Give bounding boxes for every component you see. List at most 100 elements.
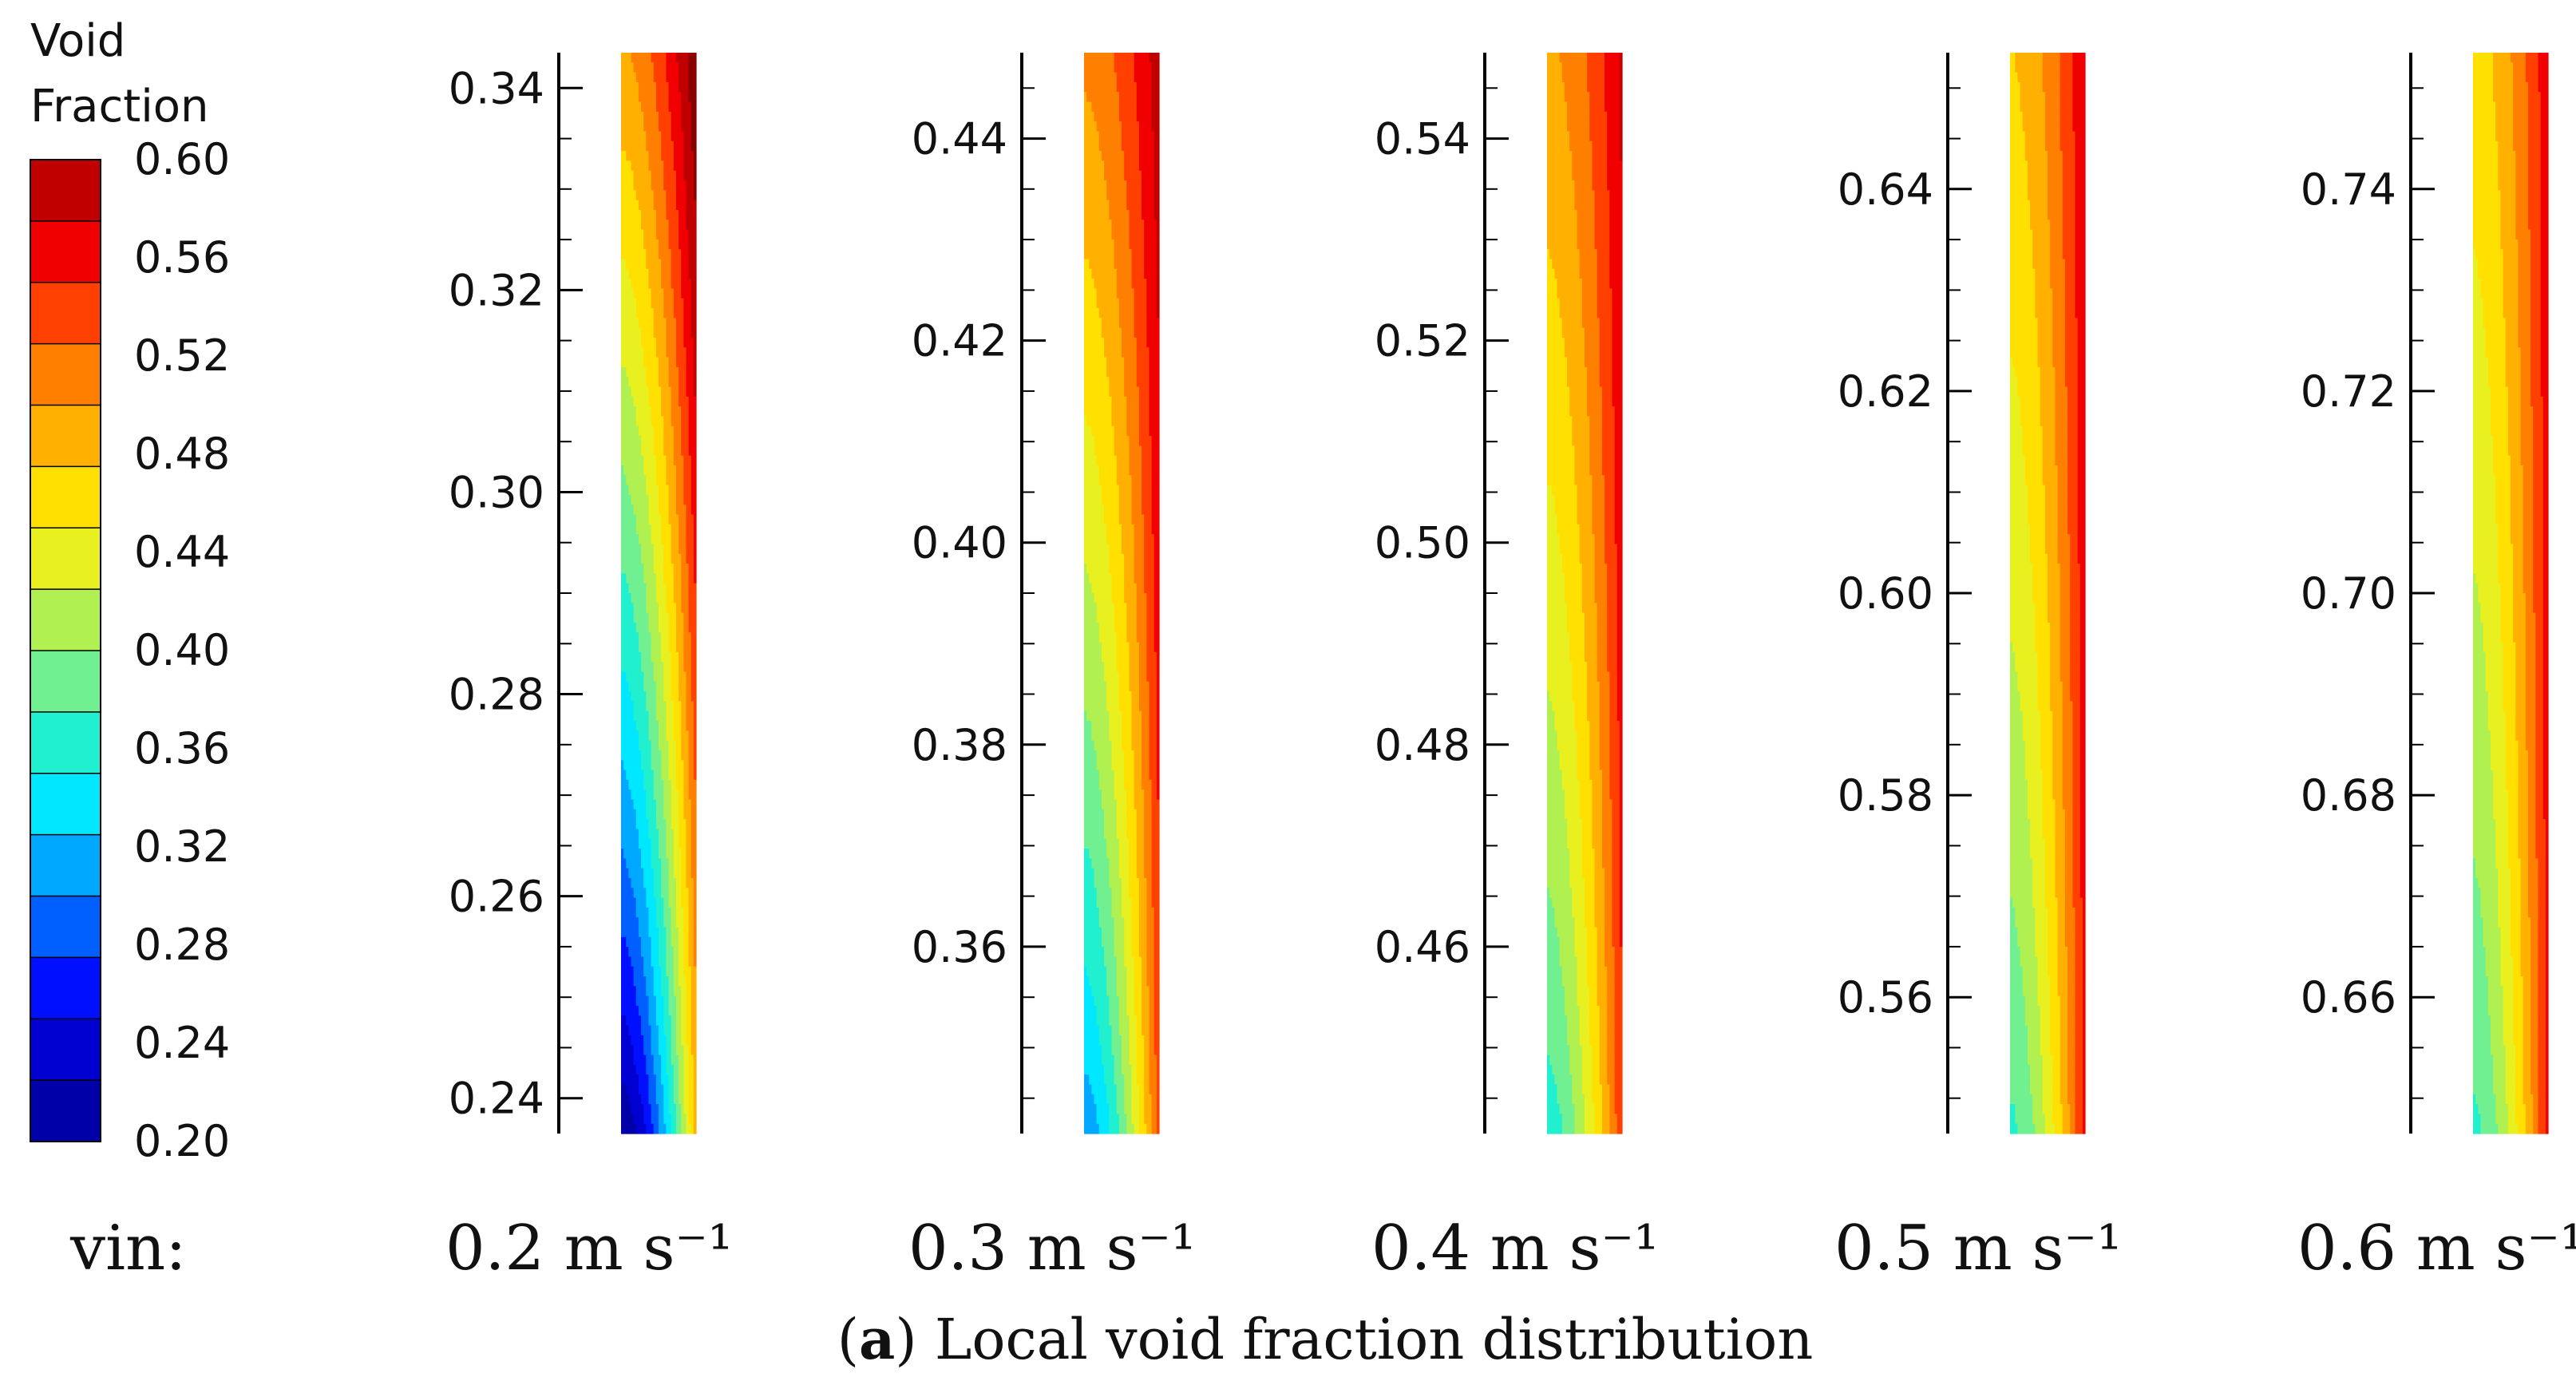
contour-cell — [1157, 269, 1160, 279]
contour-cell — [694, 976, 697, 987]
contour-cell — [694, 397, 697, 407]
contour-cell — [694, 387, 697, 398]
contour-cell — [694, 1084, 697, 1094]
y-tick-label: 0.28 — [449, 670, 544, 720]
contour-cell — [694, 416, 697, 426]
contour-cell — [694, 436, 697, 446]
contour-cell — [1157, 121, 1160, 132]
colorbar-band — [30, 651, 101, 712]
y-tick-label: 0.34 — [449, 63, 544, 113]
contour-cell — [694, 829, 697, 839]
contour-cell — [694, 789, 697, 800]
contour-cell — [694, 495, 697, 505]
contour-cell — [694, 643, 697, 653]
contour-cell — [694, 406, 697, 417]
contour-cell — [694, 819, 697, 829]
contour-cell — [1157, 131, 1160, 141]
contour-cell — [1157, 377, 1160, 387]
contour-cell — [1157, 554, 1160, 564]
contour-cell — [694, 1015, 697, 1026]
contour-cell — [1157, 288, 1160, 299]
contour-cell — [694, 220, 697, 230]
contour-cell — [1157, 328, 1160, 338]
y-tick-label: 0.30 — [449, 468, 544, 518]
contour-cell — [694, 799, 697, 809]
contour-cell — [1157, 475, 1160, 485]
contour-cell — [1157, 299, 1160, 309]
contour-cell — [694, 770, 697, 781]
contour-cell — [1157, 416, 1160, 426]
colorbar-band — [30, 221, 101, 283]
contour-cell — [694, 1114, 697, 1124]
contour-cell — [694, 299, 697, 309]
contour-cell — [694, 878, 697, 888]
contour-cell — [694, 269, 697, 279]
colorbar-band — [30, 344, 101, 406]
contour-cell — [694, 584, 697, 594]
contour-cell — [694, 456, 697, 466]
colorbar-tick-label: 0.24 — [134, 1018, 230, 1068]
contour-cell — [694, 358, 697, 368]
contour-cell — [694, 200, 697, 211]
contour-cell — [694, 151, 697, 161]
contour-cell — [1157, 515, 1160, 525]
contour-cell — [694, 171, 697, 181]
contour-cell — [694, 947, 697, 957]
colorbar-title: Void Fraction — [30, 15, 209, 133]
contour-cell — [694, 121, 697, 132]
contour-cell — [694, 554, 697, 564]
colorbar-title-line-1: Void — [30, 15, 125, 67]
contour-cell — [694, 1124, 697, 1134]
contour-cell — [694, 141, 697, 152]
contour-cell — [694, 750, 697, 761]
contour-panel: 0.240.260.280.300.320.340.2 m s⁻¹ — [445, 53, 733, 1284]
contour-cell — [1157, 151, 1160, 161]
colorbar-title-line-2: Fraction — [30, 81, 209, 133]
contour-cell — [694, 701, 697, 711]
contour-cell — [694, 898, 697, 908]
colorbar-band — [30, 957, 101, 1019]
contour-cell — [1157, 249, 1160, 259]
contour-cell — [694, 377, 697, 387]
contour-cell — [1157, 112, 1160, 122]
contour-cell — [1157, 436, 1160, 446]
contour-cell — [694, 308, 697, 319]
contour-cell — [1157, 318, 1160, 328]
contour-cell — [694, 338, 697, 348]
colorbar-band — [30, 466, 101, 528]
contour-cell — [694, 426, 697, 437]
contour-cell — [694, 1094, 697, 1105]
contour-cell — [694, 515, 697, 525]
contour-cell — [694, 996, 697, 1007]
contour-cell — [694, 691, 697, 702]
contour-cell — [694, 682, 697, 692]
contour-cell — [694, 839, 697, 849]
contour-cell — [694, 1035, 697, 1046]
contour-cell — [694, 760, 697, 770]
contour-cell — [1157, 495, 1160, 505]
contour-cell — [694, 82, 697, 93]
contour-cell — [694, 1055, 697, 1066]
contour-cell — [694, 73, 697, 83]
colorbar-tick-label: 0.20 — [134, 1116, 230, 1166]
contour-cell — [694, 160, 697, 171]
contour-cell — [1157, 524, 1160, 535]
contour-cell — [694, 1026, 697, 1036]
contour-cell — [694, 849, 697, 859]
contour-cell — [694, 671, 697, 682]
colorbar-band — [30, 896, 101, 958]
contour-cell — [1157, 338, 1160, 348]
contour-cell — [694, 544, 697, 554]
contour-cell — [694, 131, 697, 141]
colorbar-band — [30, 835, 101, 896]
contour-cell — [694, 888, 697, 898]
colorbar-band — [30, 1080, 101, 1142]
contour-cell — [694, 475, 697, 485]
colorbar-band — [30, 589, 101, 651]
velocity-label: 0.2 m s⁻¹ — [445, 1213, 733, 1284]
contour-cell — [1157, 456, 1160, 466]
contour-cell — [694, 259, 697, 269]
contour-cell — [1157, 73, 1160, 83]
colorbar: 0.600.560.520.480.440.400.360.320.280.24… — [30, 134, 230, 1166]
